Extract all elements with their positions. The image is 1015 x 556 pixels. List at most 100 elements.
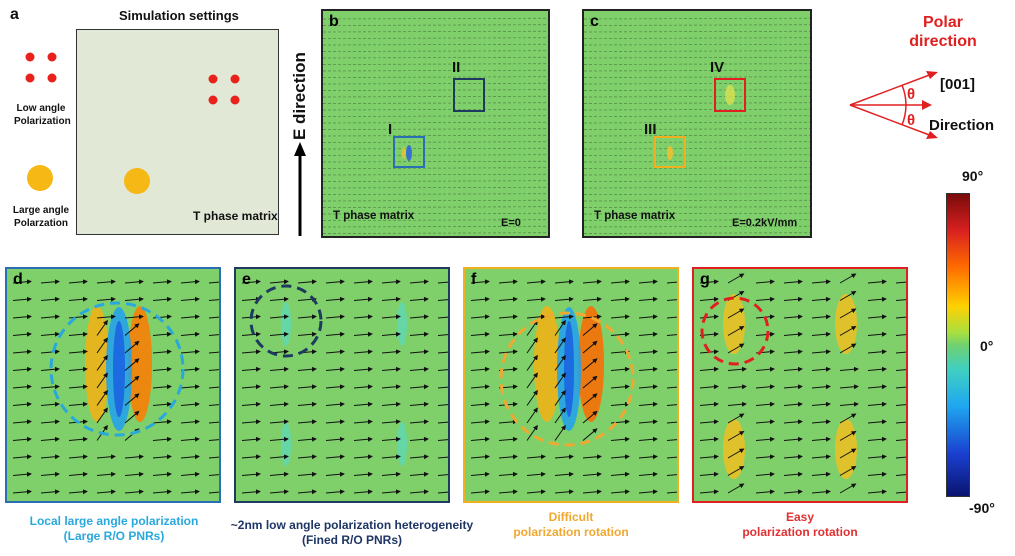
polarization-vector <box>96 319 108 336</box>
polarization-vector <box>381 331 401 337</box>
polarization-vector <box>666 456 677 459</box>
dipole-line <box>323 56 548 59</box>
polarization-vector <box>96 489 116 495</box>
polarization-vector <box>554 279 574 285</box>
polarization-vector <box>895 281 906 284</box>
polarization-vector <box>381 279 401 285</box>
polarization-vector <box>783 384 803 390</box>
polarization-vector <box>325 314 345 320</box>
polarization-vector <box>610 296 630 302</box>
polarization-vector <box>381 419 401 425</box>
dipole-line <box>584 141 810 143</box>
polarization-vector <box>666 299 677 301</box>
region-iii-box <box>654 136 686 168</box>
panel-g-vector-field <box>699 273 906 495</box>
dipole-line <box>584 180 810 182</box>
polarization-vector <box>437 316 448 319</box>
low-angle-dot <box>208 95 218 105</box>
polarization-vector <box>12 384 32 390</box>
polarization-vector <box>638 471 658 477</box>
simulation-matrix-label: T phase matrix <box>193 209 278 223</box>
polarization-vector <box>470 384 490 390</box>
e-direction-arrow <box>294 142 306 236</box>
polarization-vector <box>470 419 490 425</box>
dipole-line <box>323 89 548 91</box>
polarization-vector <box>152 419 172 425</box>
theta-arc-lower <box>901 104 907 126</box>
polarization-vector <box>409 489 429 495</box>
polarization-vector <box>610 384 630 390</box>
polarization-vector <box>12 314 32 320</box>
polarization-vector <box>353 349 373 355</box>
panel-b-matrix-label: T phase matrix <box>333 210 415 222</box>
caption-g: Easy polarization rotation <box>692 510 908 540</box>
polarization-vector <box>353 366 373 372</box>
highlight-circle <box>49 301 185 437</box>
dipole-line <box>323 232 548 234</box>
large-angle-label-line2: Polarzation <box>14 218 68 229</box>
large-angle-label: Large angle Polarzation <box>10 204 72 230</box>
polarization-vector <box>208 334 219 336</box>
polarization-vector <box>755 436 775 442</box>
polarization-vector <box>68 401 88 407</box>
polarization-vector <box>381 436 401 442</box>
polarization-vector <box>727 384 747 390</box>
dipole-line <box>323 76 548 78</box>
polarization-vector <box>867 454 887 460</box>
polarization-vector <box>437 386 448 389</box>
polarization-vector <box>40 296 60 302</box>
polarization-vector <box>839 401 859 407</box>
polarization-vector <box>699 471 719 477</box>
polarization-vector <box>269 296 289 302</box>
polarization-vector <box>610 366 630 372</box>
polarization-vector <box>811 349 831 355</box>
polarization-vector <box>96 407 108 424</box>
polarization-vector <box>783 314 803 320</box>
polarization-vector <box>699 401 719 407</box>
dipole-line <box>323 212 548 215</box>
dipole-line <box>584 193 810 195</box>
polarization-vector <box>208 404 219 406</box>
dipole-line <box>323 63 548 65</box>
polarization-vector <box>783 436 803 442</box>
region-ii-label: II <box>452 59 461 76</box>
polarization-vector <box>867 331 887 337</box>
polarization-vector <box>241 331 261 337</box>
dipole-line <box>323 69 548 72</box>
polarization-vector <box>727 466 745 476</box>
region-iii-label: III <box>644 121 657 138</box>
polarization-vector <box>180 314 200 320</box>
polarization-vector <box>783 331 803 337</box>
polarization-vector <box>811 471 831 477</box>
polarization-vector <box>498 349 518 355</box>
polarization-vector <box>297 436 317 442</box>
polarization-vector <box>554 372 566 389</box>
dipole-line <box>323 193 548 195</box>
polarization-vector <box>353 384 373 390</box>
region-iv-domain <box>725 85 735 105</box>
polarization-vector <box>811 314 831 320</box>
polarization-vector <box>638 419 658 425</box>
region-i-label: I <box>388 121 393 138</box>
polarization-vector <box>68 314 88 320</box>
polarization-vector <box>381 489 401 495</box>
polarization-vector <box>727 401 747 407</box>
polarization-vector <box>727 413 745 424</box>
polarization-vector <box>582 340 598 354</box>
polarization-vector <box>582 454 602 460</box>
polarization-vector <box>241 489 261 495</box>
polarization-vector <box>269 419 289 425</box>
polarization-vector <box>40 419 60 425</box>
colorbar-mid: 0° <box>980 338 994 354</box>
polarization-vector <box>96 471 116 477</box>
polarization-vector <box>699 454 719 460</box>
polarization-vector <box>124 454 144 460</box>
low-angle-dot <box>47 73 57 83</box>
polarization-vector <box>152 366 172 372</box>
dipole-line <box>584 147 810 150</box>
polarization-vector <box>12 296 32 302</box>
polarization-vector <box>554 454 574 460</box>
polarization-vector <box>152 454 172 460</box>
caption-f-line2: polarization rotation <box>513 525 629 539</box>
